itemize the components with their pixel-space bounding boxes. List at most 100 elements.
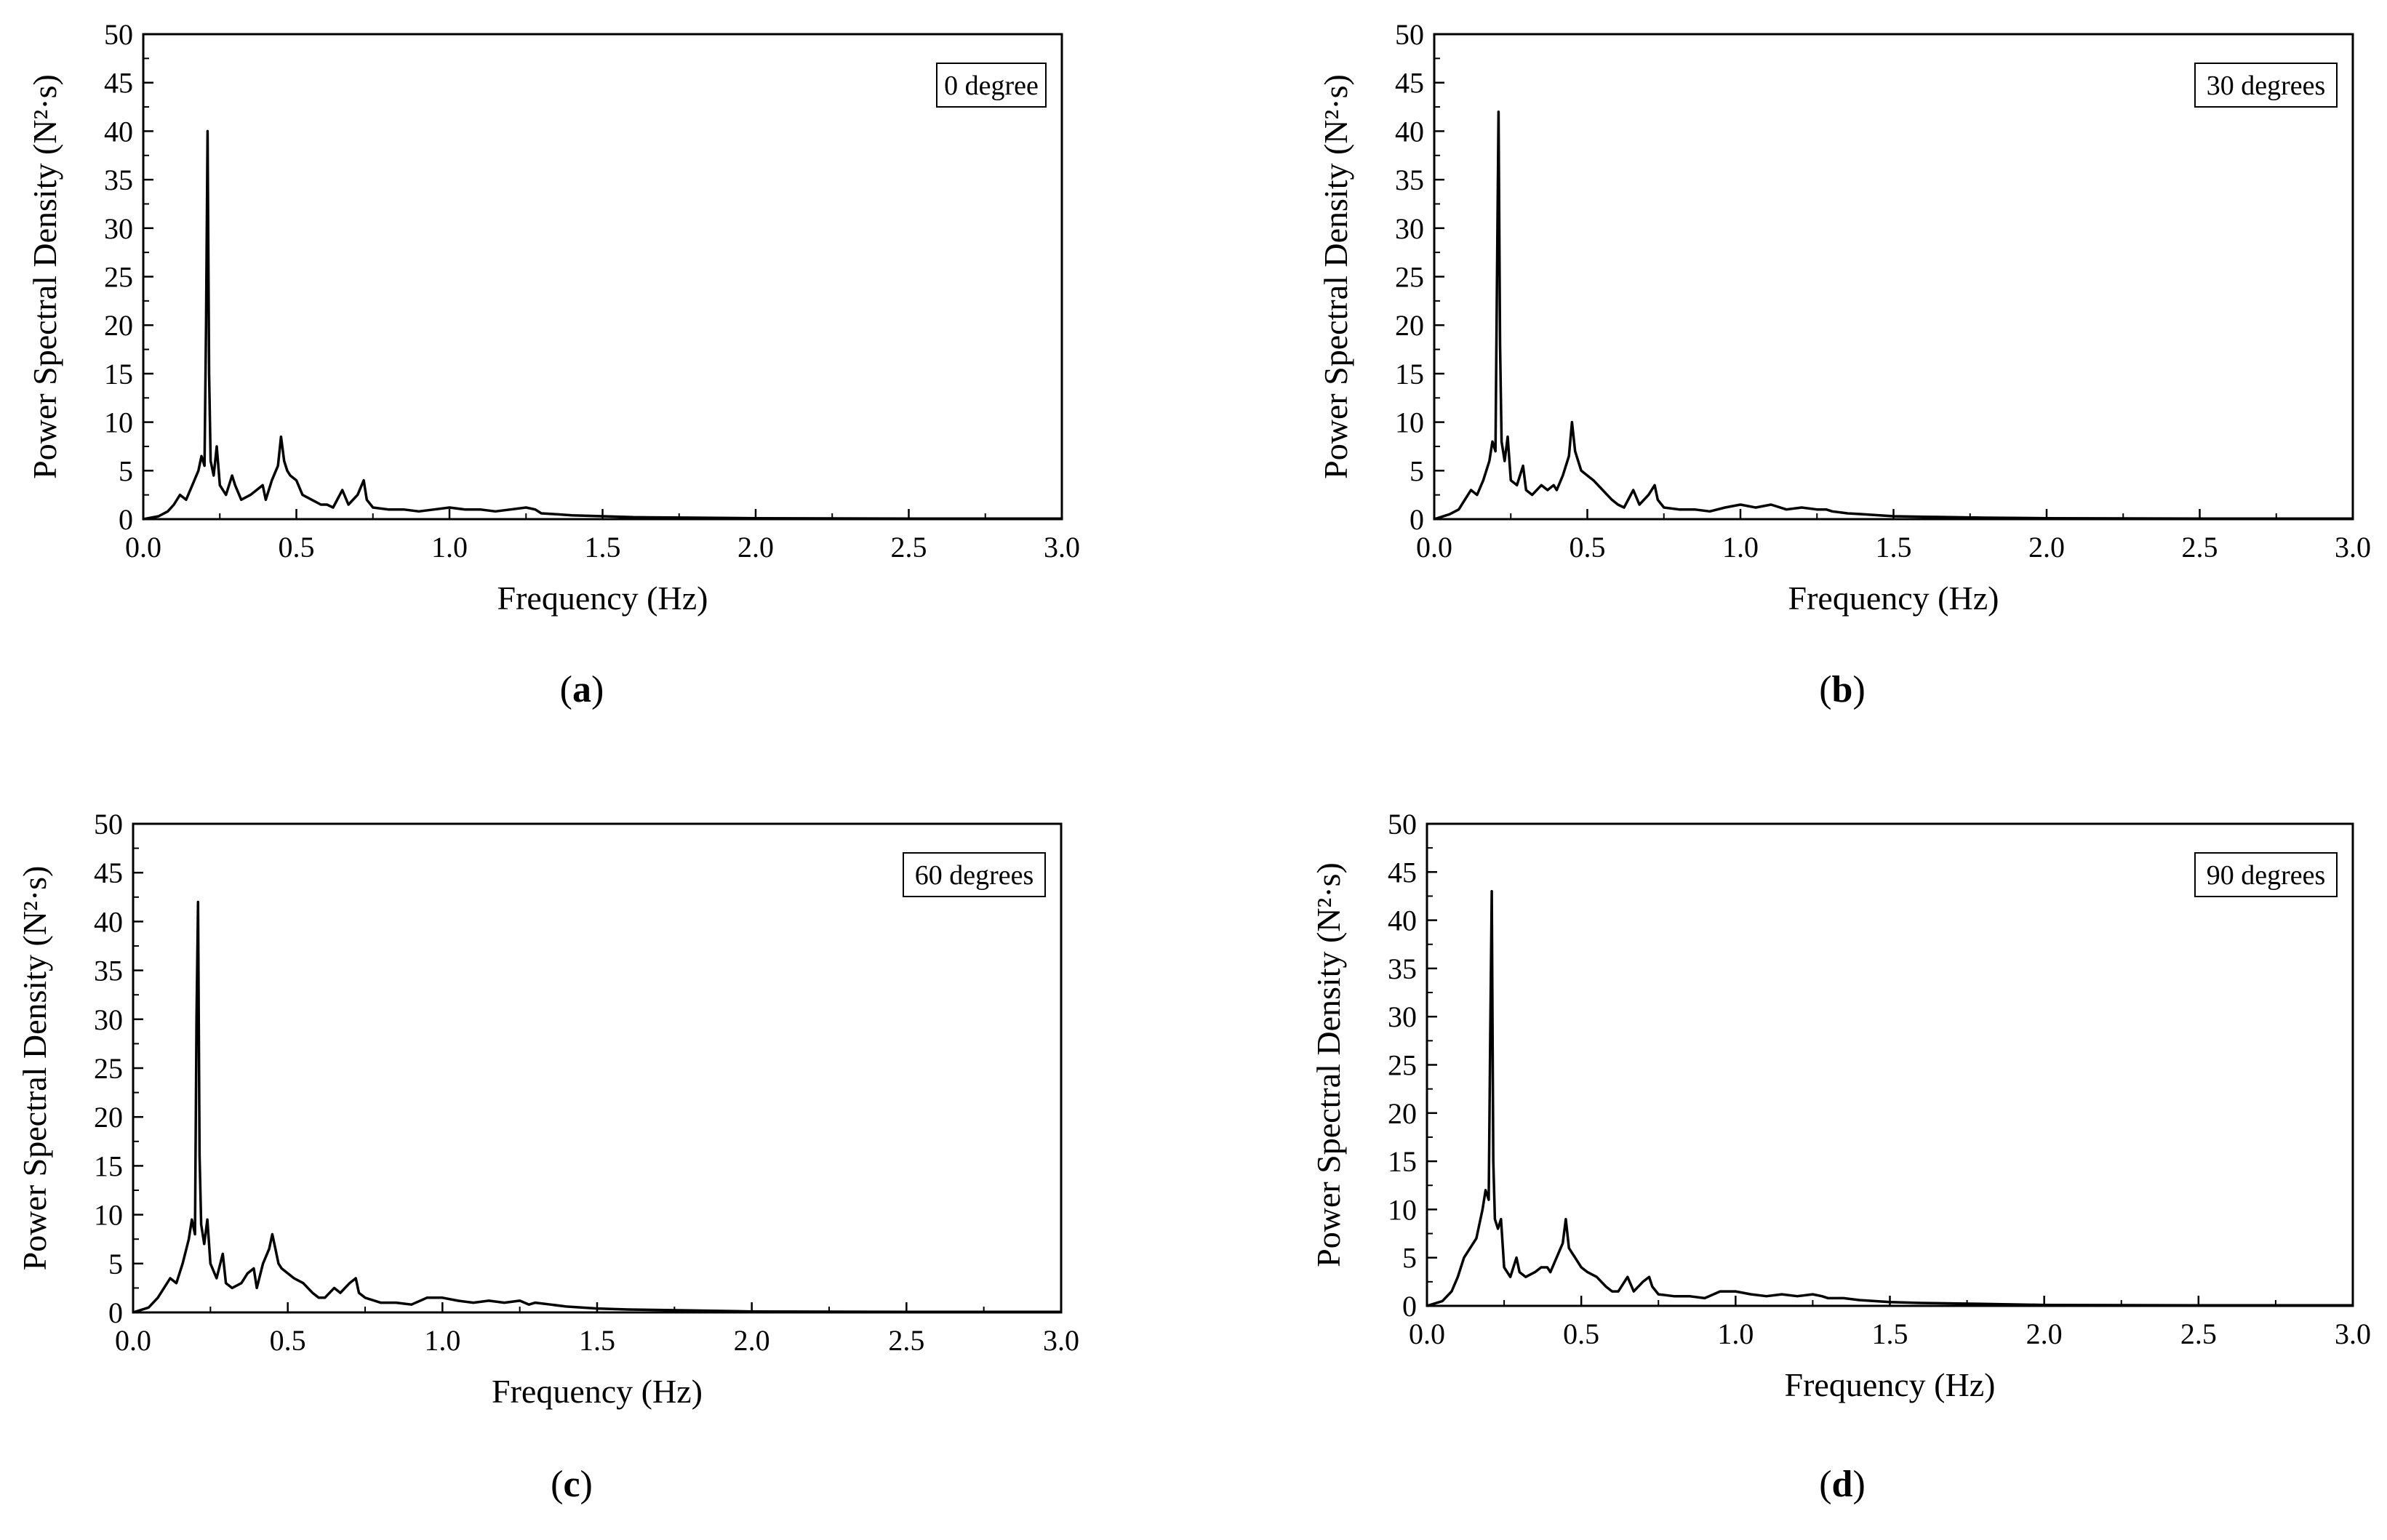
x-tick-label: 2.5 xyxy=(2180,1318,2217,1350)
legend-box xyxy=(903,852,1046,897)
y-tick-label: 15 xyxy=(1388,1145,1417,1178)
y-tick-label: 50 xyxy=(104,18,133,51)
panel-a: 0 5 10 15 20 25 30 35 40 45 50 0.0 0.5 1.0 1.5 2.0 2.5 3.… xyxy=(26,18,1080,710)
panel-label: (c) xyxy=(551,1464,593,1505)
y-tick-label: 40 xyxy=(94,905,123,938)
x-tick-label: 2.0 xyxy=(737,531,774,564)
y-tick-label: 45 xyxy=(104,67,133,100)
y-tick-label: 10 xyxy=(1388,1193,1417,1226)
x-tick-label: 0.0 xyxy=(1416,531,1452,564)
y-tick-label: 40 xyxy=(1388,905,1417,937)
legend-box xyxy=(936,63,1047,108)
y-tick-label: 15 xyxy=(104,358,133,390)
y-tick-label: 45 xyxy=(94,857,123,889)
y-tick-label: 0 xyxy=(108,1296,123,1329)
y-tick-label: 10 xyxy=(104,406,133,439)
x-axis-label: Frequency (Hz) xyxy=(1788,579,1999,617)
y-axis-label: Power Spectral Density (N²·s) xyxy=(16,866,53,1271)
y-tick-label: 35 xyxy=(94,955,123,987)
x-tick-label: 3.0 xyxy=(2335,531,2371,564)
y-tick-label: 30 xyxy=(94,1003,123,1036)
x-tick-label: 3.0 xyxy=(1043,1324,1079,1357)
x-tick-label: 1.0 xyxy=(424,1324,460,1357)
x-tick-label: 1.5 xyxy=(1876,531,1912,564)
y-tick-label: 5 xyxy=(119,454,133,487)
y-tick-label: 30 xyxy=(1395,212,1424,245)
y-tick-label: 45 xyxy=(1388,856,1417,889)
y-tick-label: 5 xyxy=(1402,1242,1417,1275)
y-tick-label: 35 xyxy=(1388,953,1417,985)
y-tick-label: 40 xyxy=(1395,115,1424,148)
x-tick-label: 0.5 xyxy=(279,531,315,564)
x-axis-label: Frequency (Hz) xyxy=(1785,1366,1996,1403)
y-tick-label: 20 xyxy=(1395,309,1424,342)
psd-series-line xyxy=(143,129,1062,521)
panel-b: 0 5 10 15 20 25 30 35 40 45 50 0.0 0.5 1.0 1.5 2.0 2.5 3.… xyxy=(1317,18,2371,710)
y-tick-label: 20 xyxy=(94,1101,123,1134)
y-tick-label: 25 xyxy=(94,1052,123,1085)
y-tick-label: 50 xyxy=(1388,808,1417,841)
panel-label: (a) xyxy=(560,669,604,710)
legend-label: 60 degrees xyxy=(915,860,1034,891)
y-tick-label: 15 xyxy=(1395,358,1424,390)
y-axis-label: Power Spectral Density (N²·s) xyxy=(26,74,63,479)
y-tick-label: 25 xyxy=(1388,1049,1417,1082)
psd-series-line xyxy=(1426,890,2353,1307)
x-tick-label: 1.0 xyxy=(431,531,468,564)
x-axis-label: Frequency (Hz) xyxy=(497,579,708,617)
legend-label: 0 degree xyxy=(944,71,1039,101)
y-tick-label: 5 xyxy=(108,1248,123,1280)
y-tick-label: 35 xyxy=(1395,164,1424,196)
x-tick-label: 1.0 xyxy=(1722,531,1759,564)
x-tick-label: 1.0 xyxy=(1717,1318,1754,1350)
x-tick-label: 0.5 xyxy=(1570,531,1606,564)
y-tick-label: 30 xyxy=(104,212,133,245)
psd-series-line xyxy=(132,900,1061,1314)
panel-c: 0 5 10 15 20 25 30 35 40 45 50 0.0 0.5 1.0 1.5 2.0 2.5 3.… xyxy=(16,808,1079,1505)
x-tick-label: 1.5 xyxy=(1872,1318,1908,1350)
legend-box xyxy=(2194,852,2338,897)
y-tick-label: 10 xyxy=(1395,406,1424,439)
x-tick-label: 3.0 xyxy=(1044,531,1080,564)
y-tick-label: 45 xyxy=(1395,67,1424,100)
y-tick-label: 0 xyxy=(1402,1290,1417,1323)
x-tick-label: 2.5 xyxy=(2182,531,2218,564)
y-tick-label: 35 xyxy=(104,164,133,196)
x-tick-label: 2.0 xyxy=(734,1324,770,1357)
y-tick-label: 20 xyxy=(104,309,133,342)
y-tick-label: 0 xyxy=(1410,503,1424,536)
y-tick-label: 5 xyxy=(1410,454,1424,487)
y-tick-label: 25 xyxy=(104,261,133,294)
x-tick-label: 2.5 xyxy=(891,531,927,564)
x-tick-label: 1.5 xyxy=(585,531,621,564)
y-tick-label: 15 xyxy=(94,1150,123,1182)
x-tick-label: 0.0 xyxy=(125,531,161,564)
y-tick-label: 40 xyxy=(104,115,133,148)
y-axis-label: Power Spectral Density (N²·s) xyxy=(1310,862,1347,1267)
x-tick-label: 0.0 xyxy=(115,1324,151,1357)
x-tick-label: 2.0 xyxy=(2026,1318,2063,1350)
y-axis-label: Power Spectral Density (N²·s) xyxy=(1317,74,1354,479)
y-tick-label: 25 xyxy=(1395,261,1424,294)
legend-label: 90 degrees xyxy=(2207,860,2326,891)
y-tick-label: 50 xyxy=(1395,18,1424,51)
x-tick-label: 0.5 xyxy=(1563,1318,1599,1350)
psd-series-line xyxy=(1434,110,2353,521)
panel-label: (d) xyxy=(1819,1464,1866,1505)
y-tick-label: 50 xyxy=(94,808,123,841)
x-tick-label: 1.5 xyxy=(579,1324,615,1357)
y-tick-label: 10 xyxy=(94,1199,123,1232)
x-tick-label: 3.0 xyxy=(2335,1318,2371,1350)
y-tick-label: 30 xyxy=(1388,1000,1417,1033)
legend-label: 30 degrees xyxy=(2207,71,2326,101)
x-tick-label: 0.5 xyxy=(270,1324,306,1357)
y-tick-label: 20 xyxy=(1388,1097,1417,1130)
panel-label: (b) xyxy=(1819,669,1866,710)
y-tick-label: 0 xyxy=(119,503,133,536)
x-tick-label: 0.0 xyxy=(1409,1318,1445,1350)
x-tick-label: 2.5 xyxy=(888,1324,924,1357)
x-tick-label: 2.0 xyxy=(2028,531,2065,564)
legend-box xyxy=(2194,63,2338,108)
x-axis-label: Frequency (Hz) xyxy=(492,1373,703,1410)
